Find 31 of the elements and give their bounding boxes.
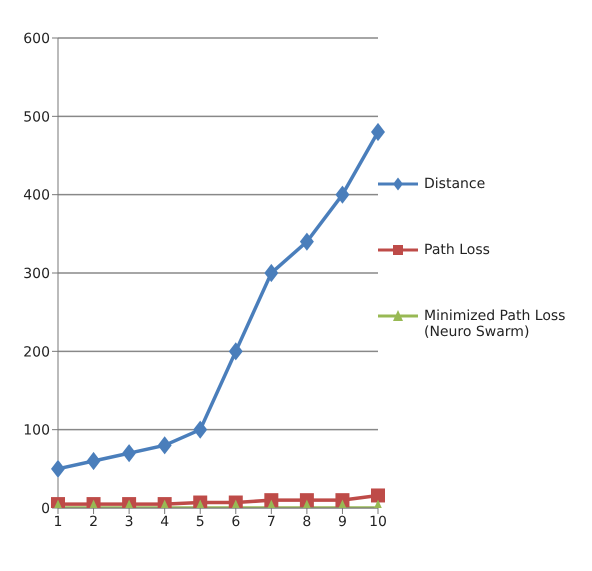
x-tick-label: 8 [302, 514, 312, 530]
x-tick-label: 2 [89, 514, 98, 530]
x-tick-label: 6 [231, 514, 240, 530]
point [335, 186, 350, 204]
point [371, 488, 385, 502]
legend-label: Distance [424, 176, 486, 192]
point [264, 264, 278, 282]
x-tick-label: 5 [196, 514, 205, 530]
y-tick-label: 600 [23, 30, 50, 47]
legend-label: Minimized Path Loss (Neuro Swarm) [424, 308, 566, 340]
x-tick-label: 9 [338, 514, 347, 530]
y-tick-label: 0 [41, 500, 50, 517]
y-tick-label: 400 [23, 188, 50, 204]
y-tick-label: 200 [23, 344, 50, 360]
point [122, 444, 136, 462]
point [228, 342, 243, 360]
y-tick-label: 300 [23, 266, 50, 282]
point [158, 436, 172, 454]
y-tick-label: 500 [23, 109, 50, 126]
x-tick-label: 4 [160, 514, 170, 530]
x-tick-label: 1 [54, 514, 62, 530]
y-tick-label: 100 [23, 422, 50, 439]
point [86, 452, 101, 470]
point [51, 460, 65, 478]
point [371, 122, 385, 142]
x-tick-label: 7 [266, 514, 276, 530]
point [193, 420, 208, 439]
x-tick-label: 3 [124, 514, 134, 530]
point [300, 232, 314, 251]
legend-label: Path Loss [424, 242, 491, 258]
x-tick-label: 10 [369, 514, 387, 530]
